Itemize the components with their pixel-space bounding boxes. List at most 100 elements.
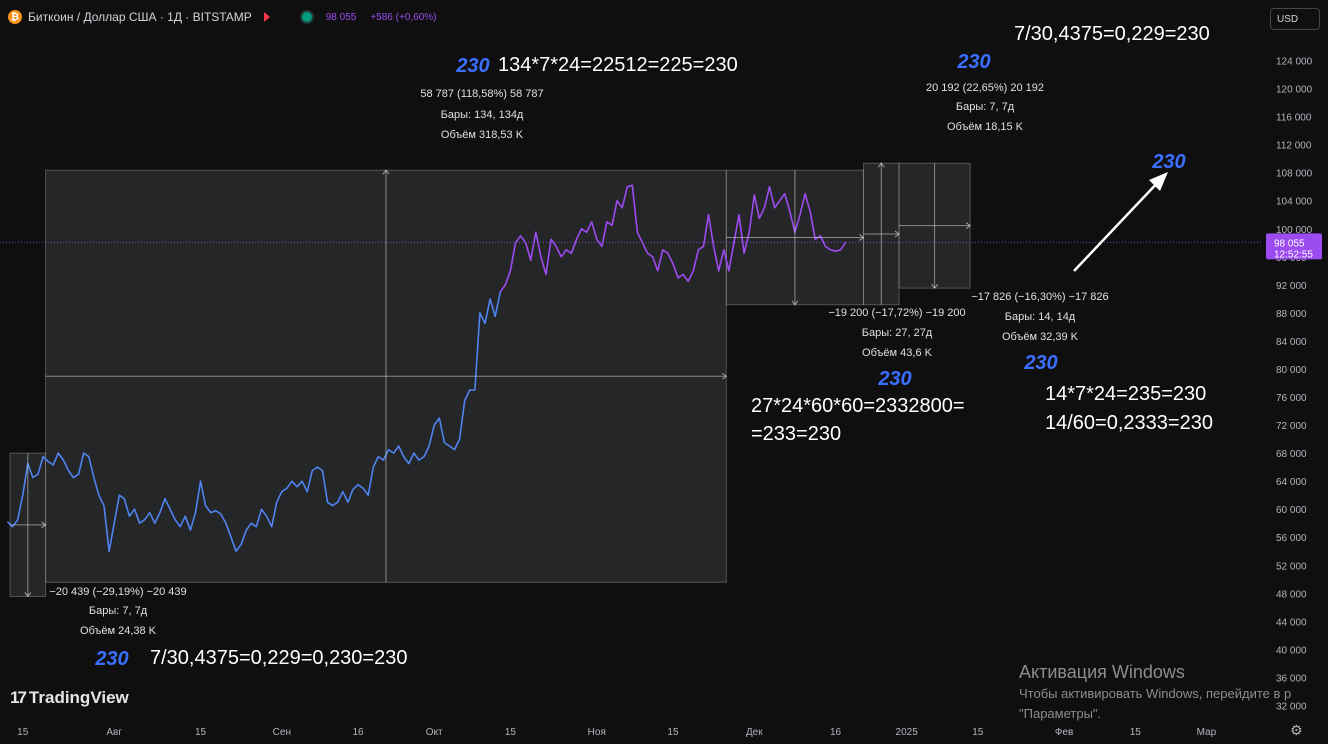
measure-label: −20 439 (−29,19%) −20 439 [49,586,186,598]
measure-label: Бары: 27, 27д [862,327,933,339]
annotation-formula: 14*7*24=235=230 [1045,383,1206,405]
windows-activation-text-2: "Параметры". [1019,706,1102,721]
measure-label: Бары: 7, 7д [89,605,148,617]
last-price-badge [1266,233,1322,260]
price-tick-label: 100 000 [1276,225,1313,236]
price-line-series[interactable] [6,291,502,553]
measure-label: Бары: 134, 134д [441,109,524,121]
time-tick-label: Дек [746,727,763,738]
time-tick-label: 15 [1130,727,1142,738]
time-tick-label: Фев [1055,727,1073,738]
currency-button[interactable]: USD [1270,8,1320,30]
price-line-series[interactable] [499,184,847,293]
price-tick-label: 68 000 [1276,449,1307,460]
annotation-230: 230 [94,648,128,670]
price-tick-label: 112 000 [1276,141,1312,152]
last-price-label: 98 055 [1274,238,1305,249]
header-price: 98 055 [325,11,357,23]
price-tick-label: 92 000 [1276,281,1307,292]
time-tick-label: 15 [195,727,207,738]
tradingview-logo-text: TradingView [28,688,129,707]
price-tick-label: 36 000 [1276,673,1307,684]
windows-activation-text: Чтобы активировать Windows, перейдите в … [1019,686,1292,701]
price-tick-label: 88 000 [1276,309,1307,320]
flag-icon[interactable] [263,12,270,22]
measure-label: Объём 318,53 K [441,129,524,141]
measure-arrow-icon [965,222,971,230]
measure-label: Объём 24,38 K [80,625,157,637]
header-change: +586 (+0,60%) [370,11,437,23]
price-tick-label: 60 000 [1276,505,1307,516]
annotation-formula: 14/60=0,2333=230 [1045,412,1213,434]
symbol-title[interactable]: Биткоин / Доллар США · 1Д · BITSTAMP [28,10,252,24]
annotation-formula: =233=230 [751,423,841,445]
tradingview-logo-icon: 17 [10,688,27,707]
currency-label: USD [1277,13,1299,25]
measure-arrow-icon [859,234,865,241]
annotation-formula: 7/30,4375=0,229=0,230=230 [150,647,407,669]
time-tick-label: Авг [106,727,122,738]
time-tick-label: 16 [352,727,364,738]
measure-label: 20 192 (22,65%) 20 192 [926,82,1044,94]
measure-arrow-icon [382,169,390,175]
tradingview-logo[interactable]: 17 TradingView [10,688,129,708]
measure-arrow-icon [894,230,900,238]
time-tick-label: 2025 [896,727,919,738]
annotation-230: 230 [1151,151,1185,173]
bitcoin-icon: ₿ [8,10,22,24]
price-tick-label: 124 000 [1276,57,1313,68]
price-tick-label: 44 000 [1276,617,1307,628]
measure-arrow-icon [931,283,938,290]
price-tick-label: 104 000 [1276,197,1313,208]
settings-gear-icon[interactable]: ⚙ [1290,722,1303,738]
measure-label: Объём 43,6 K [862,347,933,359]
measure-label: Объём 32,39 K [1002,331,1079,343]
trend-arrow-line[interactable] [1073,178,1162,272]
time-tick-label: Сен [273,727,291,738]
measure-arrow-icon [24,592,32,598]
time-tick-label: Окт [426,727,443,738]
time-tick-label: Мар [1197,727,1217,738]
price-tick-label: 40 000 [1276,645,1307,656]
price-tick-label: 32 000 [1276,701,1307,712]
measure-arrow-icon [791,300,799,306]
price-tick-label: 108 000 [1276,169,1313,180]
price-tick-label: 76 000 [1276,393,1307,404]
measure-arrow-icon [41,521,47,529]
measure-label: Объём 18,15 K [947,121,1024,133]
time-tick-label: 15 [17,727,29,738]
price-tick-label: 64 000 [1276,477,1307,488]
market-status-icon [301,12,312,22]
measure-label: Бары: 7, 7д [956,101,1015,113]
annotation-230: 230 [877,368,911,390]
time-tick-label: Ноя [588,727,606,738]
time-tick-label: 16 [830,727,842,738]
measure-label: −17 826 (−16,30%) −17 826 [971,291,1108,303]
measure-arrow-icon [877,162,885,168]
price-tick-label: 116 000 [1276,113,1312,124]
annotation-230: 230 [1023,352,1057,374]
price-tick-label: 52 000 [1276,561,1307,572]
annotation-230: 230 [956,51,990,73]
measure-label: −19 200 (−17,72%) −19 200 [828,307,965,319]
time-tick-label: 15 [505,727,517,738]
trend-arrow-icon [1149,172,1168,191]
annotation-formula: 27*24*60*60=2332800= [751,395,965,417]
last-price-timer: 12:52:55 [1274,249,1313,260]
price-tick-label: 120 000 [1276,85,1313,96]
price-tick-label: 84 000 [1276,337,1307,348]
annotation-formula: 134*7*24=22512=225=230 [498,54,738,76]
measure-label: 58 787 (118,58%) 58 787 [420,88,543,100]
price-tick-label: 72 000 [1276,421,1307,432]
price-tick-label: 48 000 [1276,589,1307,600]
windows-activation-title: Активация Windows [1019,662,1185,682]
measure-label: Бары: 14, 14д [1005,311,1076,323]
price-tick-label: 80 000 [1276,365,1307,376]
price-tick-label: 56 000 [1276,533,1307,544]
measure-arrow-icon [722,372,728,380]
time-tick-label: 15 [667,727,679,738]
annotation-formula: 7/30,4375=0,229=230 [1014,23,1210,45]
symbol-header[interactable]: ₿ Биткоин / Доллар США · 1Д · BITSTAMP 9… [8,10,437,24]
time-tick-label: 15 [972,727,984,738]
